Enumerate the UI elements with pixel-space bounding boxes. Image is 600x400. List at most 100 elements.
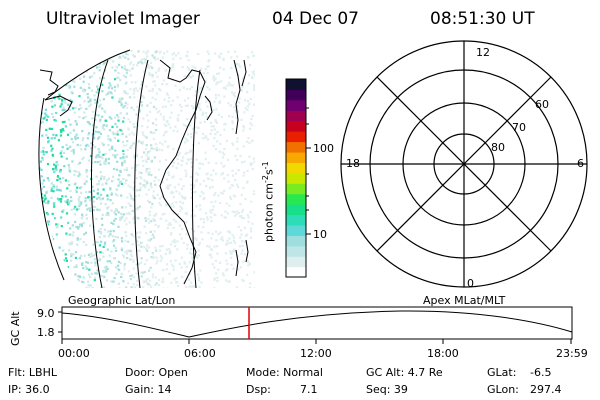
speckle-pixel [214, 259, 217, 262]
speckle-pixel [201, 163, 204, 166]
speckle-pixel [165, 159, 168, 162]
speckle-pixel [44, 112, 47, 115]
speckle-pixel [195, 126, 198, 129]
speckle-pixel [140, 261, 143, 264]
speckle-pixel [146, 244, 149, 247]
speckle-pixel [130, 233, 133, 236]
speckle-pixel [229, 83, 232, 87]
speckle-pixel [105, 265, 108, 268]
speckle-pixel [70, 241, 73, 244]
speckle-pixel [165, 268, 168, 271]
speckle-pixel [142, 117, 145, 120]
speckle-pixel [67, 164, 70, 167]
speckle-pixel [120, 247, 123, 250]
speckle-pixel [229, 231, 232, 234]
speckle-pixel [190, 161, 193, 164]
speckle-pixel [148, 171, 151, 174]
speckle-pixel [167, 248, 170, 251]
speckle-pixel [148, 210, 151, 213]
speckle-pixel [193, 253, 196, 257]
speckle-pixel [82, 156, 85, 159]
speckle-pixel [135, 263, 138, 266]
speckle-pixel [247, 56, 250, 59]
speckle-pixel [243, 171, 246, 174]
speckle-pixel [129, 120, 132, 123]
speckle-pixel [121, 215, 124, 218]
speckle-pixel [107, 214, 110, 217]
speckle-pixel [251, 51, 254, 54]
speckle-pixel [84, 231, 88, 234]
speckle-pixel [111, 96, 114, 99]
speckle-pixel [99, 227, 102, 231]
speckle-pixel [232, 143, 235, 146]
speckle-pixel [137, 262, 140, 265]
speckle-pixel [147, 119, 150, 122]
speckle-pixel [228, 230, 231, 233]
speckle-pixel [206, 172, 209, 175]
speckle-pixel [161, 277, 164, 280]
speckle-pixel [134, 169, 137, 172]
speckle-pixel [117, 264, 120, 267]
speckle-pixel [73, 170, 76, 173]
speckle-pixel [178, 88, 182, 92]
speckle-pixel [140, 104, 143, 107]
speckle-pixel [157, 69, 160, 72]
speckle-pixel [125, 179, 128, 182]
speckle-pixel [141, 80, 144, 84]
speckle-pixel [233, 211, 236, 214]
speckle-pixel [119, 99, 122, 102]
speckle-pixel [77, 275, 80, 278]
speckle-pixel [138, 249, 141, 252]
speckle-pixel [63, 165, 66, 168]
speckle-pixel [149, 73, 152, 76]
speckle-pixel [85, 204, 88, 207]
speckle-pixel [176, 117, 179, 120]
speckle-pixel [191, 259, 194, 262]
speckle-pixel [147, 188, 150, 191]
speckle-pixel [97, 137, 100, 140]
speckle-pixel [137, 61, 140, 64]
speckle-pixel [135, 113, 138, 116]
speckle-pixel [125, 112, 129, 115]
speckle-pixel [202, 137, 205, 140]
speckle-pixel [138, 236, 141, 239]
speckle-pixel [237, 63, 240, 66]
speckle-pixel [162, 134, 165, 137]
glat-value: -6.5 [530, 366, 552, 379]
speckle-pixel [145, 247, 148, 250]
speckle-pixel [186, 139, 189, 142]
speckle-pixel [220, 214, 223, 217]
speckle-pixel [110, 209, 113, 212]
speckle-pixel [155, 212, 158, 215]
speckle-pixel [170, 190, 173, 193]
speckle-pixel [235, 62, 238, 65]
speckle-pixel [76, 186, 79, 189]
speckle-pixel [240, 233, 243, 236]
speckle-pixel [146, 278, 149, 281]
speckle-pixel [109, 84, 112, 87]
speckle-pixel [117, 178, 120, 181]
speckle-pixel [114, 266, 117, 269]
speckle-pixel [141, 271, 145, 274]
speckle-pixel [97, 259, 100, 262]
speckle-pixel [195, 180, 198, 183]
speckle-pixel [172, 265, 175, 268]
speckle-pixel [149, 279, 152, 282]
speckle-pixel [243, 99, 247, 102]
speckle-pixel [74, 251, 78, 254]
speckle-pixel [171, 53, 174, 56]
speckle-pixel [103, 177, 106, 180]
speckle-pixel [180, 105, 183, 108]
speckle-pixel [117, 71, 120, 75]
speckle-pixel [206, 218, 209, 221]
speckle-pixel [140, 155, 143, 159]
speckle-pixel [69, 131, 72, 134]
speckle-pixel [131, 243, 134, 246]
speckle-pixel [249, 127, 252, 130]
speckle-pixel [99, 155, 103, 158]
speckle-pixel [137, 50, 140, 53]
speckle-pixel [139, 87, 142, 90]
speckle-pixel [240, 161, 244, 164]
speckle-pixel [94, 261, 97, 264]
